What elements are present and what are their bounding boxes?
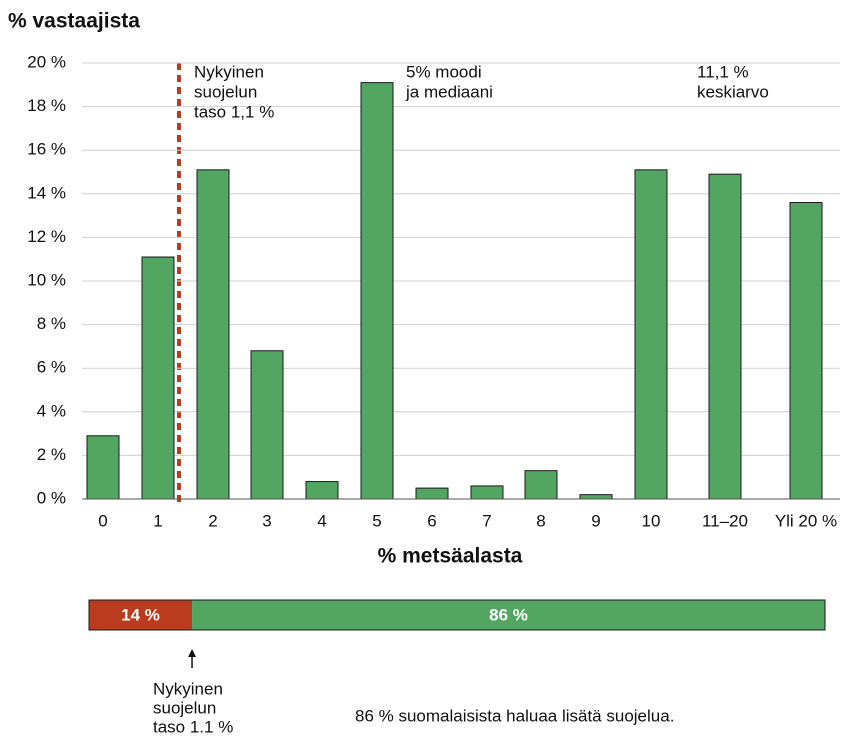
y-tick-label: 2 %: [37, 445, 66, 464]
chart-title: % vastaajista: [8, 10, 140, 33]
x-tick-label: 8: [536, 511, 545, 530]
y-tick-label: 16 %: [27, 140, 66, 159]
x-tick-label: 9: [591, 511, 600, 530]
annotation: 86 % suomalaisista haluaa lisätä suojelu…: [355, 706, 674, 725]
y-tick-label: 14 %: [27, 183, 66, 202]
annotation: taso 1.1 %: [153, 717, 233, 736]
bar-segment: [192, 600, 826, 630]
bar: [524, 470, 558, 500]
bar: [415, 487, 449, 500]
annotation: taso 1,1 %: [194, 102, 274, 121]
bar: [196, 169, 230, 500]
bar: [250, 350, 284, 500]
annotation: suojelun: [194, 82, 257, 101]
bar: [470, 485, 504, 500]
y-tick-label: 18 %: [27, 96, 66, 115]
annotation: 11,1 %: [697, 62, 749, 81]
x-tick-label: 7: [482, 511, 491, 530]
x-tick-label: 2: [208, 511, 217, 530]
x-tick-label: Yli 20 %: [775, 511, 837, 530]
x-tick-label: 11–20: [702, 511, 748, 530]
annotation: ja mediaani: [405, 82, 493, 101]
bar: [305, 481, 339, 500]
y-tick-label: 8 %: [37, 314, 66, 333]
bar: [634, 169, 668, 500]
annotation: Nykyinen: [153, 679, 223, 698]
annotation: keskiarvo: [697, 82, 769, 101]
annotation: suojelun: [153, 698, 216, 717]
y-tick-label: 10 %: [27, 270, 66, 289]
bar: [86, 435, 120, 500]
annotation: Nykyinen: [194, 62, 264, 81]
bar-outline: [88, 599, 826, 631]
bar: [141, 256, 175, 500]
x-axis-label: % metsäalasta: [378, 545, 523, 568]
bar-segment: [89, 600, 193, 630]
x-tick-label: 4: [317, 511, 326, 530]
bar: [789, 202, 823, 500]
x-tick-label: 5: [372, 511, 381, 530]
bar: [708, 173, 742, 500]
bar: [360, 82, 394, 500]
arrow-head: [188, 649, 197, 657]
y-tick-label: 12 %: [27, 227, 66, 246]
y-tick-label: 6 %: [37, 358, 66, 377]
x-tick-label: 10: [642, 511, 661, 530]
value-label: 14 %: [121, 605, 160, 624]
x-tick-label: 0: [98, 511, 107, 530]
x-tick-label: 1: [153, 511, 162, 530]
y-tick-label: 20 %: [27, 52, 66, 71]
bar: [579, 494, 613, 500]
y-tick-label: 0 %: [37, 488, 66, 507]
annotation: 5% moodi: [406, 62, 482, 81]
x-tick-label: 6: [427, 511, 436, 530]
y-tick-label: 4 %: [37, 401, 66, 420]
value-label: 86 %: [489, 605, 528, 624]
x-tick-label: 3: [262, 511, 271, 530]
